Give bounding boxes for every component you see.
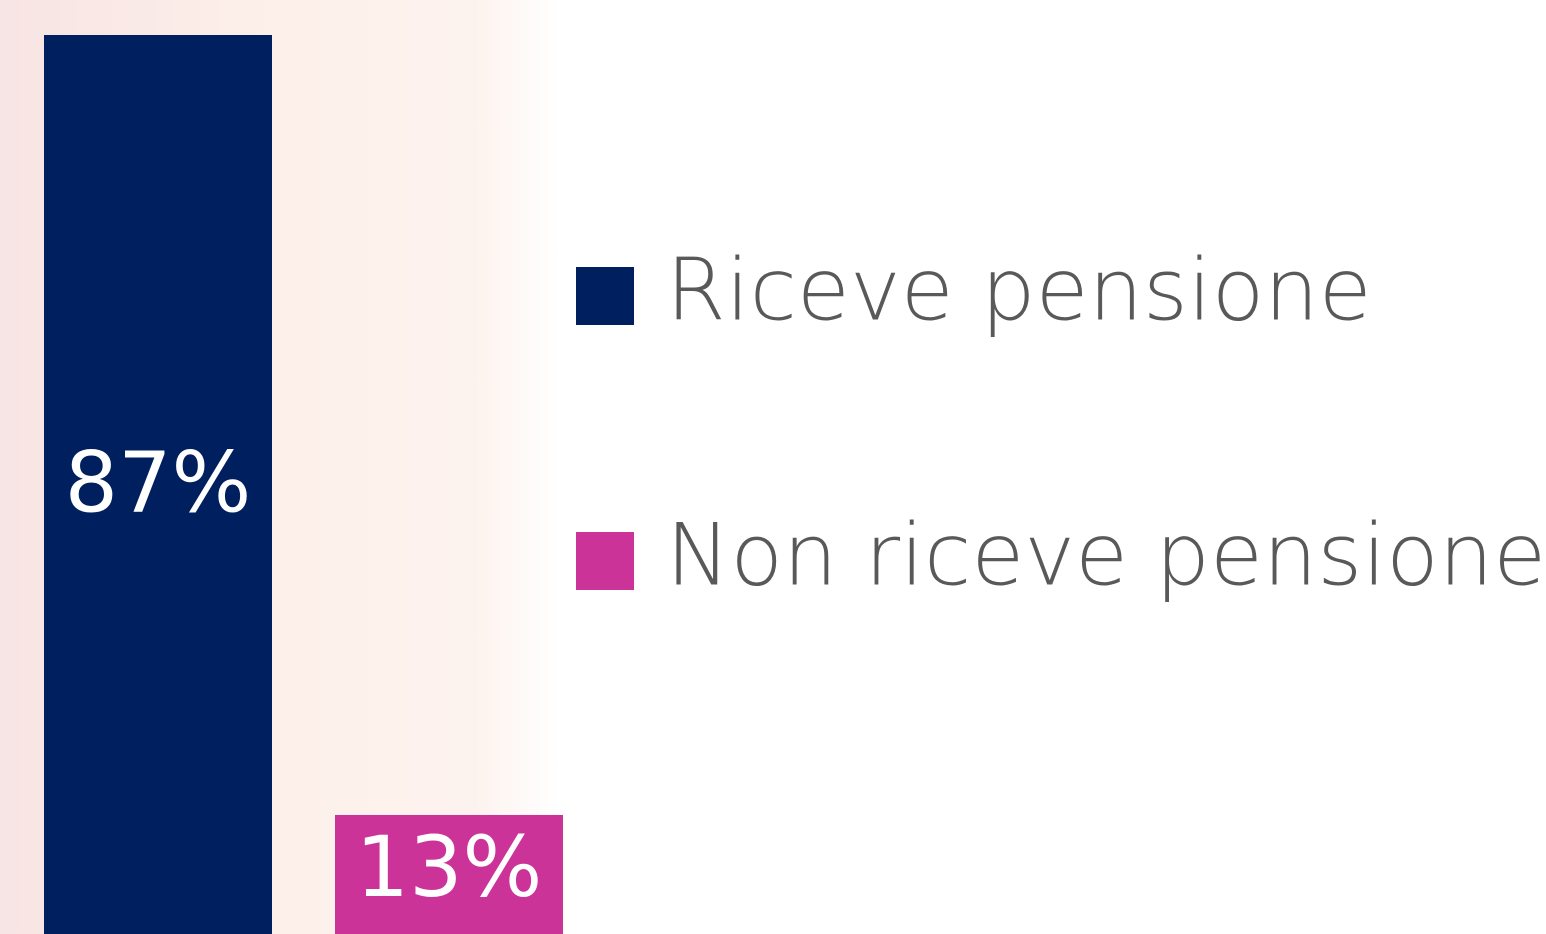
bar <box>335 814 563 934</box>
legend-label: Riceve pensione <box>666 241 1372 341</box>
data-label: 13% <box>356 818 543 916</box>
legend-label: Non riceve pensione <box>666 506 1546 606</box>
data-label: 87% <box>65 433 252 531</box>
legend-swatch <box>576 532 634 590</box>
bar <box>44 35 272 934</box>
legend-swatch <box>576 267 634 325</box>
